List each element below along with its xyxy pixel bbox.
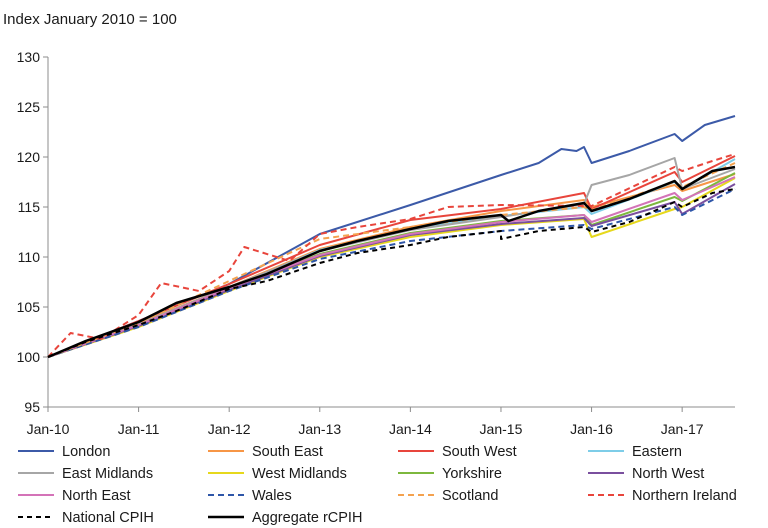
legend-label: Wales <box>252 488 292 504</box>
legend-label: National CPIH <box>62 510 154 526</box>
x-tick-label: Jan-14 <box>389 421 432 437</box>
legend-item: West Midlands <box>208 466 347 482</box>
y-tick-label: 100 <box>17 349 41 365</box>
legend-label: Northern Ireland <box>632 488 737 504</box>
x-tick-label: Jan-17 <box>661 421 704 437</box>
chart-subtitle: Index January 2010 = 100 <box>3 11 177 28</box>
y-tick-label: 95 <box>24 399 40 415</box>
y-tick-label: 110 <box>18 249 41 265</box>
x-tick-label: Jan-13 <box>298 421 341 437</box>
series-line-northern-ireland <box>47 153 736 358</box>
legend-item: Yorkshire <box>398 466 502 482</box>
series-line-north-east <box>47 176 736 358</box>
series-line-south-east <box>47 173 736 358</box>
legend-label: West Midlands <box>252 466 347 482</box>
legend-item: London <box>18 444 110 460</box>
x-tick-label: Jan-11 <box>118 421 160 437</box>
legend-item: North East <box>18 488 131 504</box>
series-line-yorkshire <box>47 172 736 358</box>
x-tick-label: Jan-10 <box>27 421 70 437</box>
legend-item: Wales <box>208 488 292 504</box>
legend-label: North West <box>632 466 704 482</box>
legend-label: Aggregate rCPIH <box>252 510 362 526</box>
legend: London South East South West Eastern East Mi… <box>18 444 737 526</box>
legend-label: Eastern <box>632 444 682 460</box>
legend-label: East Midlands <box>62 466 153 482</box>
y-tick-label: 130 <box>17 49 41 65</box>
legend-item: Aggregate rCPIH <box>208 510 362 526</box>
x-tick-label: Jan-12 <box>208 421 251 437</box>
legend-label: South East <box>252 444 323 460</box>
y-tick-label: 120 <box>17 149 41 165</box>
x-tick-label: Jan-15 <box>480 421 523 437</box>
legend-item: North West <box>588 466 704 482</box>
legend-label: Scotland <box>442 488 498 504</box>
legend-label: London <box>62 444 110 460</box>
series-layer <box>47 115 736 359</box>
x-tick-label: Jan-16 <box>570 421 613 437</box>
legend-label: North East <box>62 488 131 504</box>
series-line-london <box>47 115 736 358</box>
series-line-west-midlands <box>47 177 736 358</box>
legend-item: National CPIH <box>18 510 154 526</box>
x-axis: Jan-10 Jan-11 Jan-12 Jan-13 Jan-14 Jan-15 Jan-… <box>27 406 735 437</box>
y-axis: 95 100 105 110 115 120 125 130 <box>17 49 49 415</box>
series-line-eastern <box>47 158 736 358</box>
series-line-national-cpih <box>47 188 736 358</box>
legend-label: South West <box>442 444 517 460</box>
legend-label: Yorkshire <box>442 466 502 482</box>
y-tick-label: 105 <box>17 299 41 315</box>
legend-item: Scotland <box>398 488 498 504</box>
legend-item: Northern Ireland <box>588 488 737 504</box>
series-line-south-west <box>47 155 736 358</box>
legend-item: Eastern <box>588 444 682 460</box>
y-tick-label: 115 <box>18 199 41 215</box>
legend-item: South East <box>208 444 323 460</box>
legend-item: South West <box>398 444 517 460</box>
series-line-east-midlands <box>47 157 736 358</box>
series-line-aggregate-rcpih <box>47 165 736 359</box>
y-tick-label: 125 <box>17 99 41 115</box>
legend-item: East Midlands <box>18 466 153 482</box>
series-line-north-west <box>47 183 736 358</box>
